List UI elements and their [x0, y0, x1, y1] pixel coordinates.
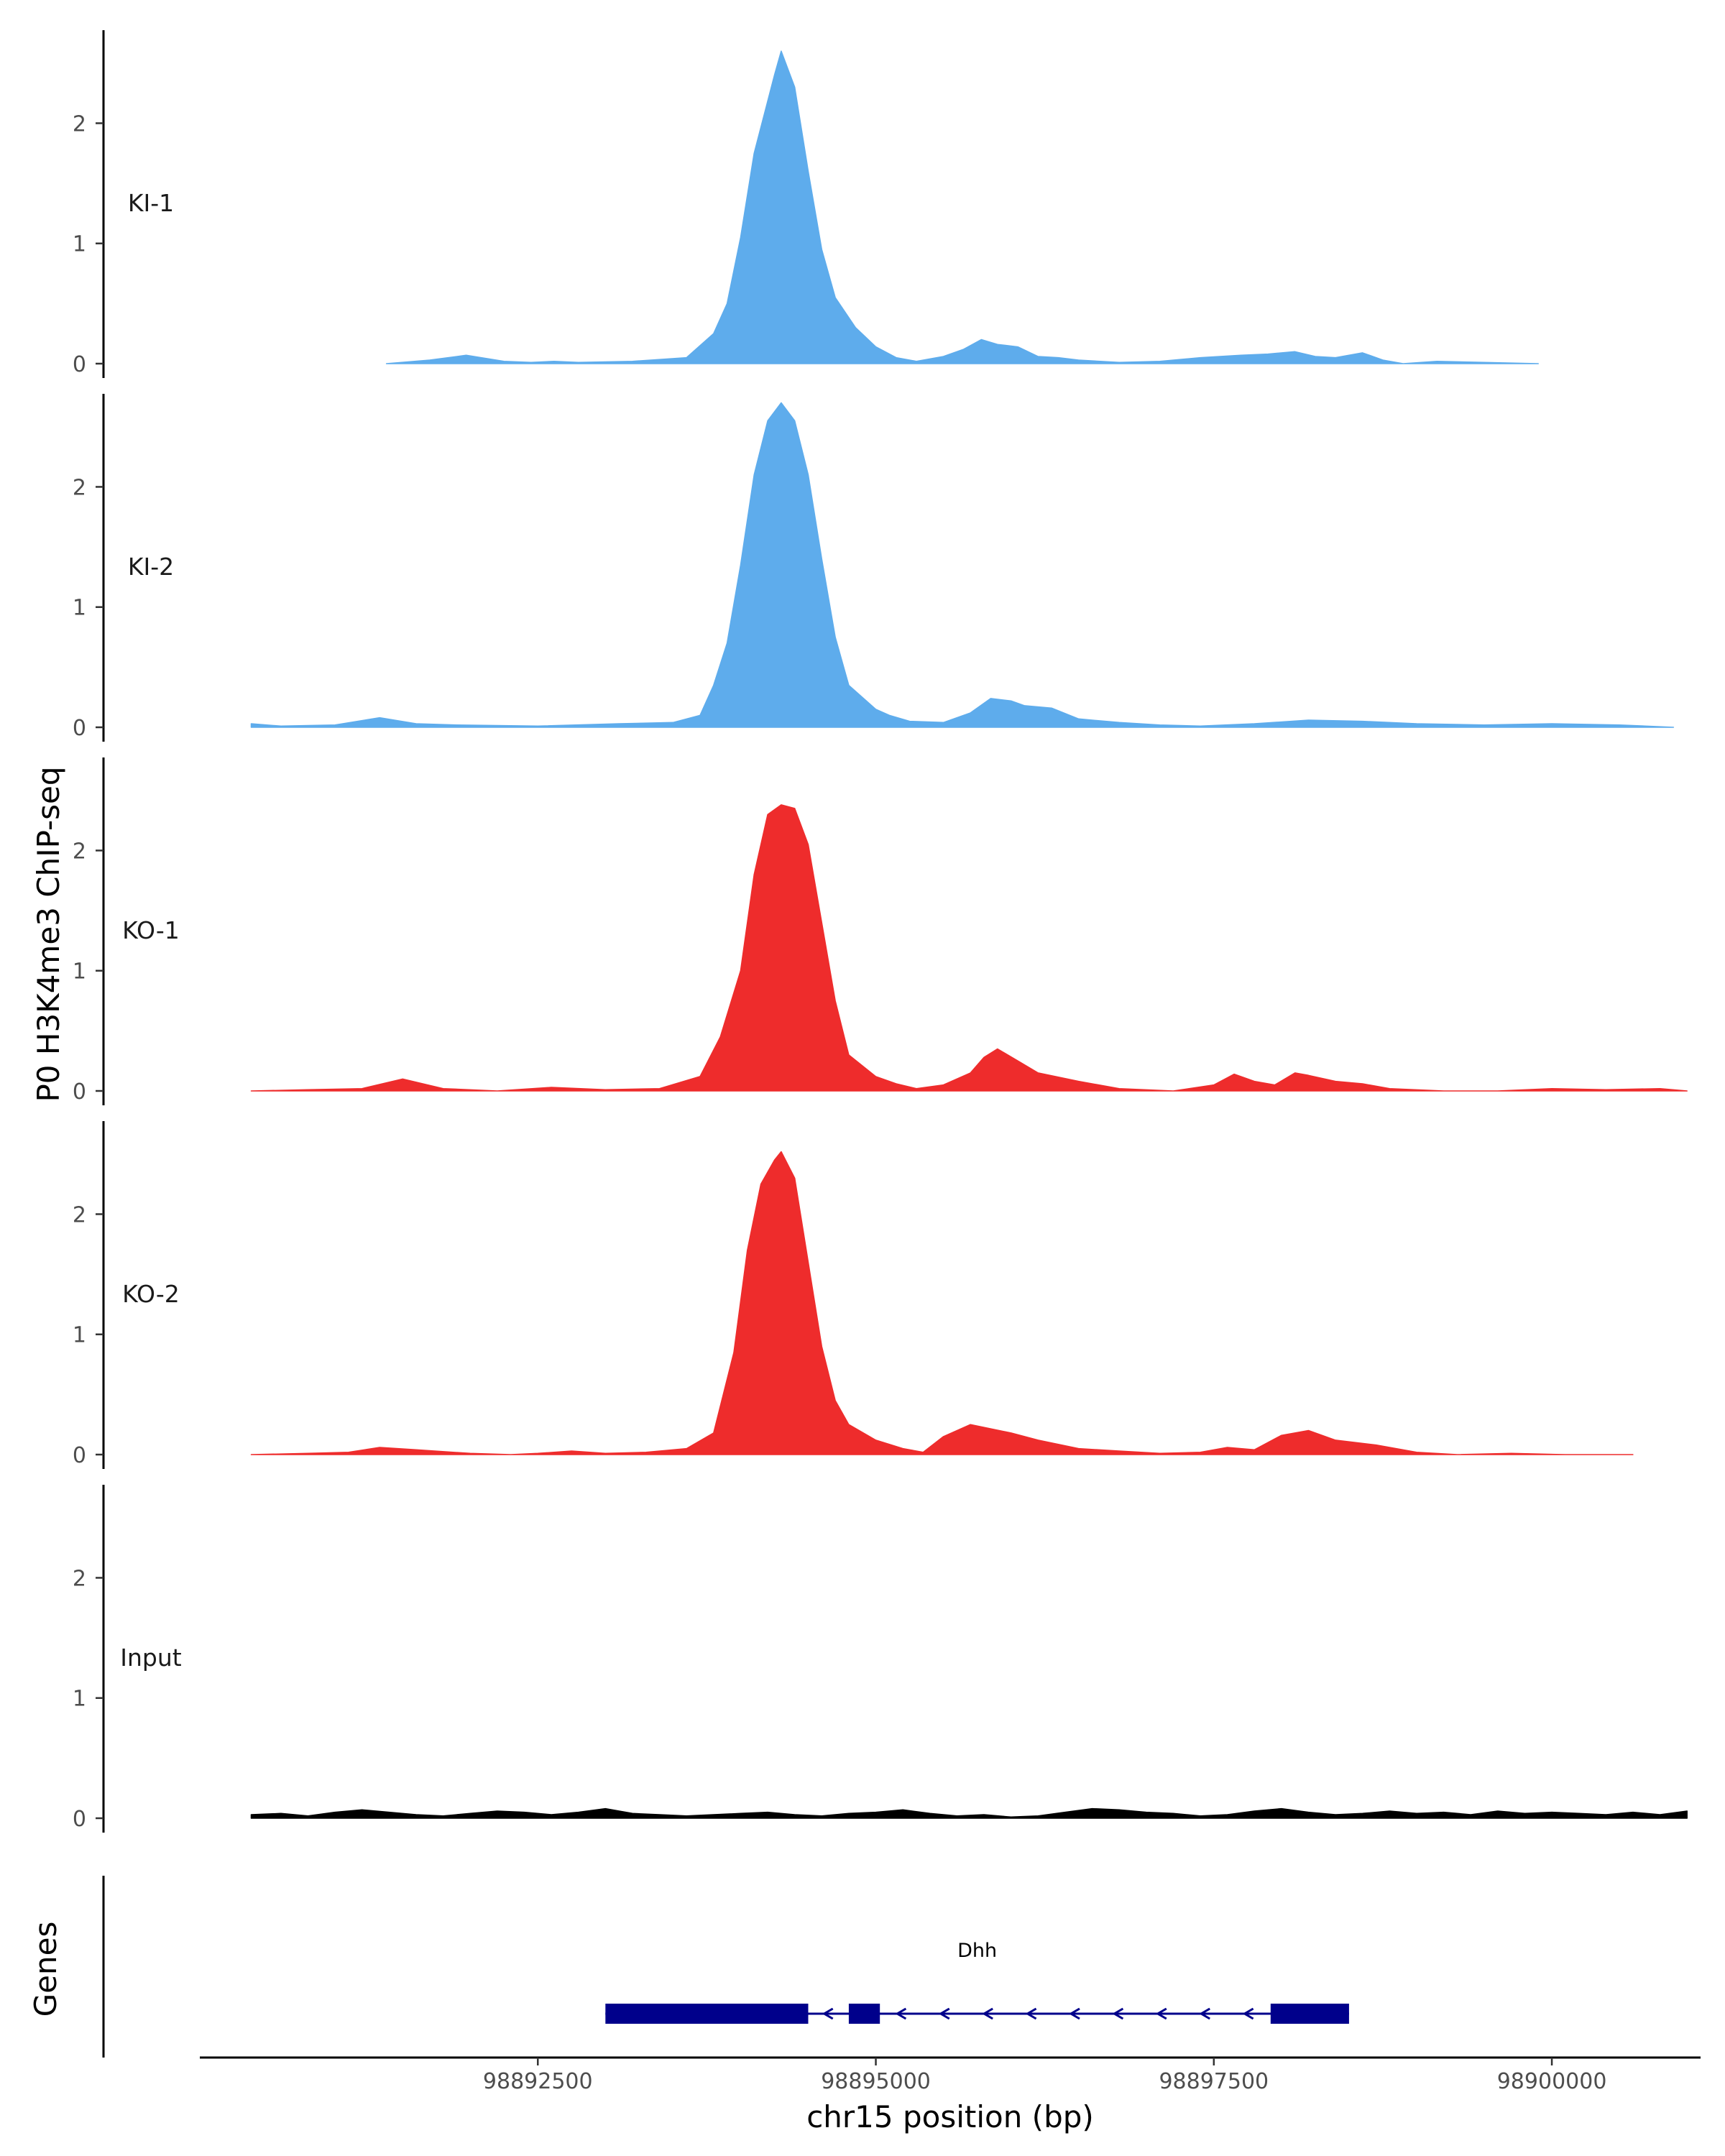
- y-tick-label: 1: [73, 232, 86, 257]
- gene-exon: [605, 2004, 809, 2024]
- y-tick-label: 0: [73, 352, 86, 377]
- strand-arrow: [895, 2007, 907, 2020]
- track-label: KO-2: [122, 1280, 180, 1308]
- strand-arrow: [822, 2007, 834, 2020]
- x-axis: 98892500 98895000 98897500 98900000: [200, 2056, 1701, 2094]
- coverage-area-ko-2: [250, 1151, 1634, 1455]
- gene-name-label: Dhh: [957, 1940, 997, 1962]
- gene-exon: [848, 2004, 880, 2024]
- strand-arrow: [1112, 2007, 1124, 2020]
- strand-arrow: [1155, 2007, 1167, 2020]
- y-tick-label: 2: [73, 475, 86, 500]
- track-ko-1: 0 1 2 KO-1: [73, 757, 1688, 1105]
- track-ko-2: 0 1 2 KO-2: [73, 1121, 1634, 1469]
- x-tick-label: 98897500: [1159, 2069, 1269, 2094]
- track-label: Input: [120, 1644, 182, 1672]
- x-tick-label: 98892500: [483, 2069, 593, 2094]
- y-tick-label: 1: [73, 1323, 86, 1348]
- gene-track: Genes Dhh: [28, 1876, 1349, 2058]
- y-tick-label: 2: [73, 111, 86, 137]
- coverage-area-ko-1: [250, 804, 1688, 1092]
- y-tick-label: 1: [73, 959, 86, 985]
- gene-exon: [1270, 2004, 1349, 2024]
- track-ki-1: 0 1 2 KI-1: [73, 30, 1540, 378]
- strand-arrow: [1025, 2007, 1037, 2020]
- y-tick-label: 0: [73, 716, 86, 741]
- strand-arrow: [982, 2007, 993, 2020]
- strand-arrow: [1242, 2007, 1254, 2020]
- tracks: 0 1 2 KI-1 0 1 2 KI-2 0 1 2 KO-1 0 1 2 KO-2 0 1 2 Input: [73, 30, 1688, 1833]
- track-label: KI-1: [128, 189, 174, 217]
- y-tick-label: 0: [73, 1079, 86, 1105]
- track-input: 0 1 2 Input: [73, 1485, 1688, 1833]
- y-axis-title: P0 H3K4me3 ChIP-seq: [31, 766, 66, 1102]
- track-label: KO-1: [122, 916, 180, 944]
- x-tick-label: 98900000: [1497, 2069, 1607, 2094]
- gene-model: [605, 2004, 1349, 2024]
- y-tick-label: 0: [73, 1443, 86, 1468]
- y-tick-label: 2: [73, 1566, 86, 1591]
- y-tick-label: 2: [73, 1202, 86, 1227]
- y-tick-label: 1: [73, 596, 86, 621]
- coverage-area-input: [250, 1807, 1688, 1819]
- x-axis-title: chr15 position (bp): [806, 2099, 1094, 2134]
- coverage-area-ki-2: [250, 402, 1675, 728]
- x-tick-label: 98895000: [821, 2069, 931, 2094]
- y-tick-label: 2: [73, 839, 86, 864]
- strand-arrow: [938, 2007, 950, 2020]
- strand-arrow: [1199, 2007, 1210, 2020]
- track-label: KI-2: [128, 553, 174, 581]
- coverage-area-ki-1: [385, 50, 1540, 364]
- strand-arrow: [1069, 2007, 1080, 2020]
- gene-track-title: Genes: [28, 1922, 63, 2017]
- y-tick-label: 1: [73, 1687, 86, 1712]
- track-ki-2: 0 1 2 KI-2: [73, 394, 1675, 742]
- y-tick-label: 0: [73, 1807, 86, 1832]
